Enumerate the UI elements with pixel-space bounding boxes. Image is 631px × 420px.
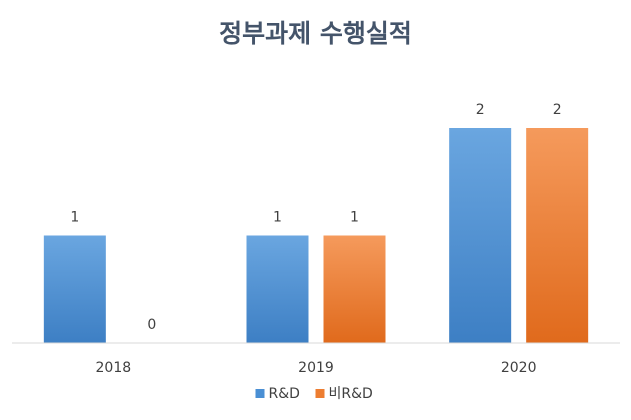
x-tick-label-2019: 2019 <box>298 360 334 376</box>
data-label-2018-0: 1 <box>70 210 79 226</box>
data-label-2019-1: 1 <box>350 210 359 226</box>
legend-swatch-1 <box>315 389 325 398</box>
legend-label-0: R&D <box>269 386 300 402</box>
data-label-2020-0: 2 <box>476 102 485 118</box>
legend: R&D 비R&D <box>255 386 373 402</box>
bar-2020-비RD <box>526 128 589 343</box>
bar-2019-비RD <box>323 235 386 343</box>
data-label-2019-0: 1 <box>273 210 282 226</box>
data-label-2018-1: 0 <box>147 317 156 333</box>
legend-swatch-0 <box>255 389 265 398</box>
bar-2018-RD <box>43 235 106 343</box>
chart-title: 정부과제 수행실적 <box>219 19 412 48</box>
bar-2020-RD <box>449 128 512 343</box>
bar-2019-RD <box>246 235 309 343</box>
x-tick-label-2018: 2018 <box>96 360 132 376</box>
legend-label-1: 비R&D <box>329 386 373 402</box>
data-label-2020-1: 2 <box>553 102 562 118</box>
x-tick-label-2020: 2020 <box>501 360 537 376</box>
